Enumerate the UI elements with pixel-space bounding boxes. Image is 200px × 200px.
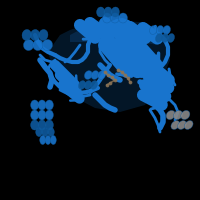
Ellipse shape (45, 120, 53, 130)
FancyArrowPatch shape (57, 67, 77, 87)
Point (105, 83, 109, 87)
FancyArrowPatch shape (92, 25, 111, 40)
Ellipse shape (184, 121, 193, 129)
FancyArrowPatch shape (65, 87, 81, 101)
Ellipse shape (42, 128, 48, 136)
Ellipse shape (91, 71, 99, 79)
Ellipse shape (173, 110, 183, 120)
Ellipse shape (24, 40, 34, 50)
Ellipse shape (33, 40, 43, 50)
FancyArrowPatch shape (145, 26, 158, 40)
Ellipse shape (45, 110, 53, 120)
Ellipse shape (168, 34, 174, 42)
Ellipse shape (42, 40, 52, 50)
FancyArrowPatch shape (152, 67, 171, 83)
Ellipse shape (78, 81, 86, 89)
Ellipse shape (166, 110, 175, 120)
Point (126, 76, 130, 80)
Ellipse shape (31, 120, 39, 130)
Ellipse shape (38, 110, 46, 120)
Ellipse shape (36, 128, 42, 136)
Ellipse shape (48, 128, 54, 136)
FancyArrowPatch shape (107, 25, 126, 40)
Ellipse shape (30, 30, 40, 40)
Ellipse shape (162, 34, 168, 42)
Ellipse shape (119, 13, 127, 23)
Point (128, 80, 132, 84)
FancyArrowPatch shape (117, 47, 142, 76)
Ellipse shape (111, 7, 119, 17)
Ellipse shape (171, 121, 180, 129)
Ellipse shape (104, 7, 112, 17)
Point (106, 73, 110, 77)
Point (108, 81, 112, 85)
FancyArrowPatch shape (120, 26, 138, 41)
FancyArrowPatch shape (127, 44, 153, 78)
FancyArrowPatch shape (62, 77, 79, 94)
FancyArrowPatch shape (82, 26, 96, 39)
Point (120, 70, 124, 74)
Ellipse shape (111, 13, 119, 23)
FancyArrowPatch shape (132, 26, 146, 40)
Ellipse shape (84, 71, 92, 79)
FancyArrowPatch shape (145, 93, 164, 109)
Ellipse shape (84, 81, 92, 89)
Ellipse shape (150, 26, 157, 34)
Ellipse shape (39, 30, 48, 40)
Ellipse shape (103, 13, 111, 23)
Ellipse shape (156, 34, 162, 42)
FancyArrowPatch shape (150, 76, 171, 92)
Ellipse shape (38, 120, 46, 130)
Point (110, 75, 114, 79)
Ellipse shape (156, 26, 164, 34)
Point (123, 73, 127, 77)
Polygon shape (48, 20, 170, 112)
Ellipse shape (31, 110, 39, 120)
Point (116, 68, 120, 72)
Polygon shape (70, 22, 158, 45)
Ellipse shape (97, 7, 105, 17)
FancyArrowPatch shape (132, 42, 157, 71)
Point (113, 78, 117, 82)
Ellipse shape (163, 26, 170, 34)
Ellipse shape (90, 81, 98, 89)
Ellipse shape (98, 71, 106, 79)
Ellipse shape (45, 136, 51, 144)
Ellipse shape (50, 136, 56, 144)
Point (103, 70, 107, 74)
Ellipse shape (40, 136, 46, 144)
Ellipse shape (178, 121, 186, 129)
Ellipse shape (45, 100, 53, 110)
Ellipse shape (181, 110, 190, 120)
FancyArrowPatch shape (147, 85, 168, 101)
FancyArrowPatch shape (107, 47, 132, 76)
FancyArrowPatch shape (140, 47, 159, 68)
Ellipse shape (38, 100, 46, 110)
Ellipse shape (22, 30, 31, 40)
Ellipse shape (31, 100, 39, 110)
